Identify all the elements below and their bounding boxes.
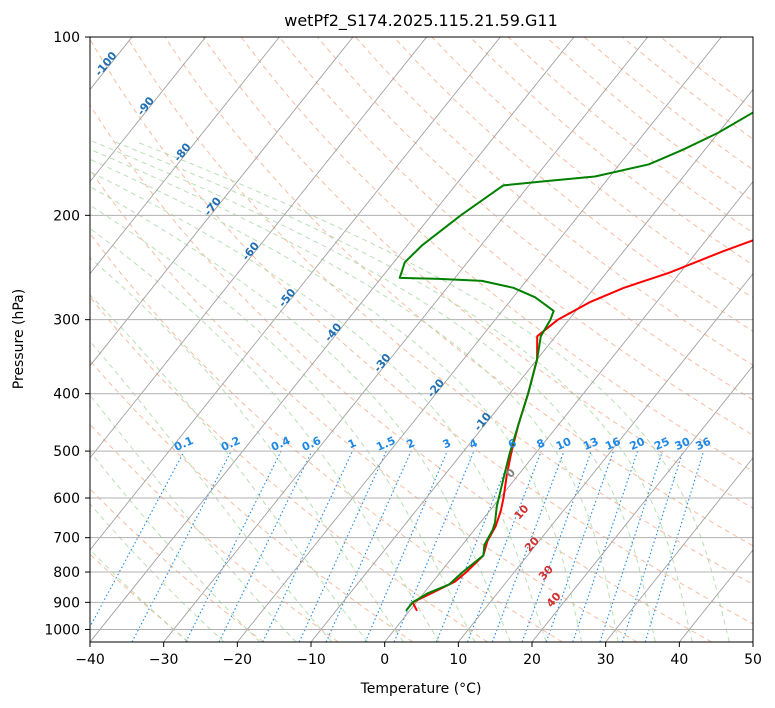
isotherm-line: [531, 365, 753, 642]
mixing-ratio-label: 10: [554, 435, 574, 453]
dry-adiabat: [202, 37, 753, 509]
isotherm-line: [605, 457, 753, 642]
isotherm-line: [457, 272, 753, 642]
isotherm-line: [310, 88, 753, 642]
mixing-ratio-label: 20: [628, 435, 648, 453]
isotherm-line: [90, 37, 428, 459]
mixing-ratio-line: [298, 450, 387, 642]
dry-adiabat: [393, 37, 753, 332]
plot-area: [90, 37, 753, 642]
x-tick-label: 20: [523, 652, 541, 668]
y-tick-label: 900: [53, 595, 80, 611]
dry-adiabat: [164, 37, 753, 547]
isotherm-line: [90, 37, 280, 275]
mixing-ratio-label: 16: [603, 435, 623, 453]
dry-adiabat: [90, 296, 488, 642]
x-tick-label: −20: [223, 652, 253, 668]
dry-adiabat: [90, 38, 753, 625]
x-tick-label: 30: [597, 652, 615, 668]
pressure-gridlines: [90, 37, 753, 630]
x-tick-label: 10: [449, 652, 467, 668]
mixing-ratio-line: [572, 450, 639, 642]
dry-adiabat: [90, 488, 264, 642]
mixing-ratio-label: 36: [694, 435, 714, 453]
y-axis: 100 200 300 400 500 600 700 800 900 1000: [44, 30, 90, 638]
y-tick-label: 300: [53, 313, 80, 329]
mixing-ratio-line: [393, 450, 475, 642]
isotherm-line: [90, 37, 575, 642]
dry-adiabat: [278, 37, 753, 436]
isotherm-line: [90, 37, 354, 367]
x-tick-label: −10: [296, 652, 326, 668]
mixing-ratio-line: [621, 450, 684, 642]
mixing-ratio-line: [545, 450, 614, 642]
dry-adiabat: [90, 423, 339, 642]
profile-lines: [398, 111, 753, 612]
y-tick-label: 400: [53, 387, 80, 403]
mixing-ratio-line: [325, 450, 412, 642]
x-axis: −40 −30 −20 −10 0 10 20 30 40 50: [75, 642, 762, 668]
dry-adiabat: [90, 553, 190, 642]
y-tick-label: 1000: [44, 622, 80, 638]
y-tick-label: 600: [53, 491, 80, 507]
plot-frame: [89, 36, 754, 643]
x-tick-label: 0: [380, 652, 389, 668]
y-tick-label: 800: [53, 565, 80, 581]
isotherm-line: [384, 180, 753, 642]
mixing-ratio-label: 13: [581, 435, 600, 453]
mixing-ratio-line: [599, 450, 663, 642]
mixing-ratio-line: [521, 450, 592, 642]
x-tick-label: 40: [670, 652, 688, 668]
mixing-ratio-label: 25: [652, 435, 671, 453]
dewpoint-line: [398, 111, 753, 612]
y-tick-label: 100: [53, 30, 80, 46]
mixing-ratio-line: [364, 450, 448, 642]
y-tick-label: 700: [53, 531, 80, 547]
dry-adiabat: [90, 104, 712, 642]
isotherm-line: [236, 37, 722, 642]
y-axis-title: Pressure (hPa): [11, 289, 27, 389]
isotherm-line: [163, 37, 649, 642]
dry-adiabat: [90, 168, 638, 642]
dry-adiabat: [90, 232, 563, 642]
chart-title: wetPf2_S174.2025.115.21.59.G11: [284, 11, 558, 31]
x-axis-title: Temperature (°C): [360, 681, 482, 697]
y-tick-label: 500: [53, 444, 80, 460]
x-tick-label: −40: [75, 652, 105, 668]
y-tick-label: 200: [53, 208, 80, 224]
isotherm-line: [90, 37, 207, 183]
mixing-ratio-line: [218, 450, 313, 642]
isotherm-line: [90, 37, 501, 551]
dry-adiabat: [317, 37, 753, 401]
mixing-ratio-line: [262, 450, 353, 642]
x-tick-label: −30: [149, 652, 179, 668]
mixing-ratio-line: [90, 450, 185, 628]
mixing-ratio-line: [644, 450, 705, 642]
mixing-ratio-label: 30: [673, 435, 693, 453]
x-tick-label: 50: [744, 652, 762, 668]
